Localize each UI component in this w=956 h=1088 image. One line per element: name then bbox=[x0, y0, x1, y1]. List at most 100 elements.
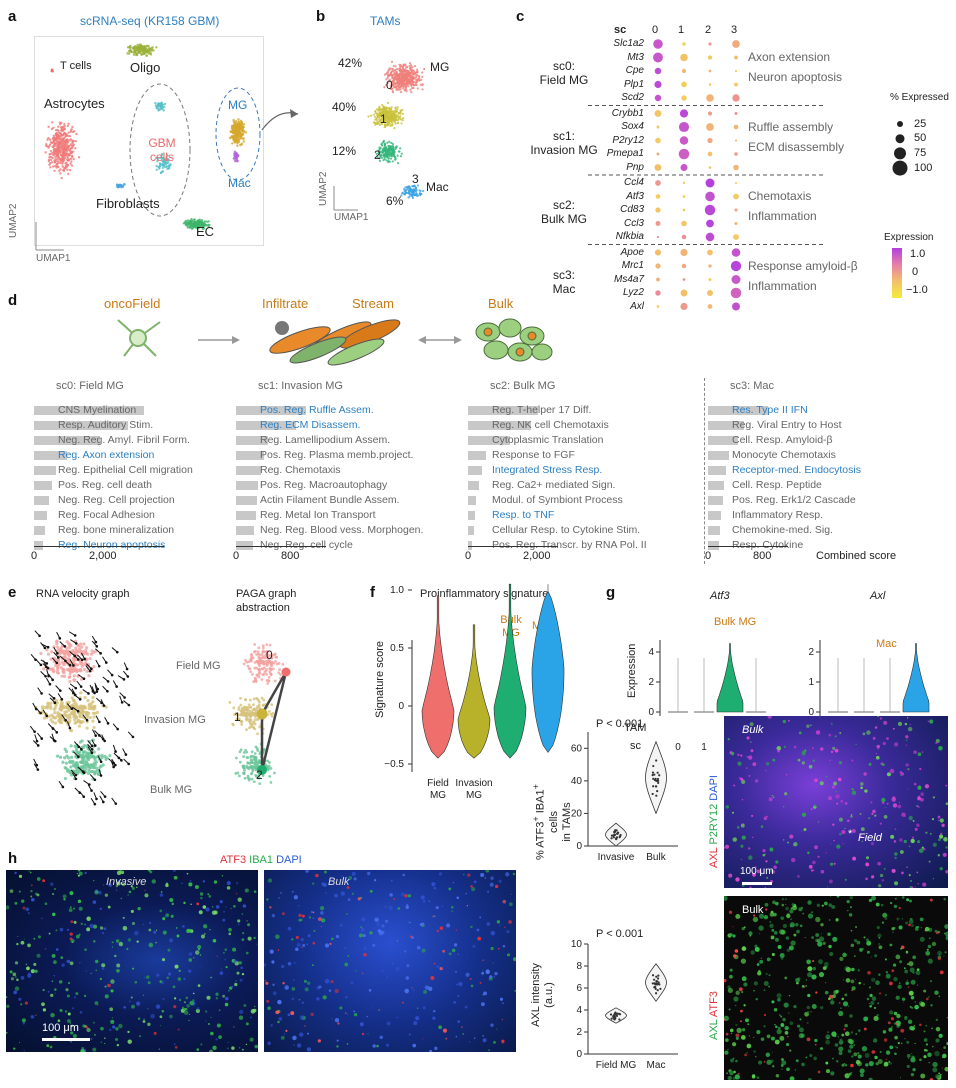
dot bbox=[705, 178, 715, 188]
dot bbox=[653, 39, 663, 49]
dot bbox=[654, 94, 662, 102]
dot bbox=[708, 277, 712, 282]
label-gbm: GBM cells bbox=[148, 136, 176, 164]
dot bbox=[654, 67, 662, 75]
dot bbox=[731, 248, 741, 257]
scale-bar-3 bbox=[742, 882, 772, 885]
panel-b-mac: Mac bbox=[426, 180, 449, 194]
go-term: Resp. to TNF bbox=[492, 509, 555, 521]
paga-node-2: 2 bbox=[256, 768, 263, 782]
dot bbox=[681, 95, 687, 101]
dot bbox=[654, 80, 662, 89]
micrograph-bulk-label: Bulk bbox=[328, 876, 350, 888]
go-bar bbox=[468, 541, 473, 550]
color-legend-bar bbox=[892, 248, 902, 298]
micrograph-axl-atf3: Bulk bbox=[724, 896, 948, 1080]
go-bar bbox=[708, 511, 722, 520]
go-title-2: sc2: Bulk MG bbox=[490, 380, 556, 392]
dot bbox=[708, 69, 712, 73]
go-bar bbox=[708, 481, 725, 490]
svg-text:0: 0 bbox=[576, 1049, 582, 1060]
dot bbox=[680, 248, 688, 257]
panel-a-umap bbox=[35, 43, 299, 251]
dot bbox=[734, 69, 738, 73]
go-term: Reg. Lamellipodium Assem. bbox=[260, 434, 391, 446]
go-bar bbox=[34, 526, 45, 535]
gene-axl: Axl bbox=[630, 300, 644, 312]
dotplot-header-sc: sc bbox=[614, 24, 627, 36]
go-term: Neg. Reg. Cell projection bbox=[58, 494, 175, 506]
go-bar bbox=[708, 526, 720, 535]
micro3-star: * bbox=[848, 828, 853, 840]
panel-b-umap bbox=[333, 60, 426, 211]
go-bar bbox=[236, 466, 261, 475]
dot bbox=[654, 164, 662, 171]
go-tick: 0 bbox=[31, 550, 38, 562]
dotplot-col-0: 0 bbox=[652, 24, 659, 36]
dot bbox=[704, 204, 716, 216]
go-axis-title: Combined score bbox=[816, 550, 897, 562]
dot bbox=[734, 152, 738, 156]
color-legend-min: −1.0 bbox=[906, 284, 928, 296]
svg-text:10: 10 bbox=[571, 939, 583, 950]
size-legend-25: 25 bbox=[914, 118, 927, 130]
panel-a-axis-x: UMAP1 bbox=[36, 253, 71, 264]
dot bbox=[705, 232, 715, 242]
gene-sox4: Sox4 bbox=[621, 121, 644, 132]
cluster-name-1: sc1: Invasion MG bbox=[530, 128, 598, 157]
micrograph-axl-p2ry12: Bulk Field * 100 μm bbox=[724, 716, 948, 888]
h-title: ATF3 IBA1 DAPI bbox=[220, 854, 302, 866]
panel-label-e: e bbox=[8, 584, 17, 601]
go-term: Chemokine-med. Sig. bbox=[732, 524, 833, 536]
panel-label-g: g bbox=[606, 584, 616, 601]
violin-g-gene-right: Axl bbox=[870, 590, 886, 602]
label-tcells: T cells bbox=[60, 60, 92, 72]
label-fibroblasts: Fibroblasts bbox=[96, 196, 160, 211]
gene-slc1a2: Slc1a2 bbox=[613, 38, 644, 49]
go-bar bbox=[34, 541, 43, 550]
panel-b-axis-x: UMAP1 bbox=[334, 212, 369, 223]
go-term: Pos. Reg. Plasma memb.project. bbox=[260, 449, 414, 461]
panel-a-frame bbox=[34, 36, 264, 246]
violin-g-tam: TAM bbox=[624, 722, 647, 734]
micrograph-invasive: Invasive 100 μm bbox=[6, 870, 258, 1052]
go-bar bbox=[34, 421, 128, 430]
go-divider bbox=[704, 378, 705, 564]
dot bbox=[682, 181, 686, 185]
stage-infiltrate: Infiltrate bbox=[262, 296, 309, 311]
gene-ms4a7: Ms4a7 bbox=[613, 273, 644, 285]
svg-text:60: 60 bbox=[571, 743, 583, 754]
svg-text:6: 6 bbox=[576, 983, 582, 994]
go-term: Resp. Auditory Stim. bbox=[58, 419, 154, 431]
go-bar bbox=[34, 451, 67, 460]
go-term: Cell. Resp. Amyloid-β bbox=[732, 434, 833, 446]
go-term: Cellular Resp. to Cytokine Stim. bbox=[492, 524, 641, 536]
scale-bar-1 bbox=[42, 1038, 90, 1041]
h-plot2-p: P < 0.001 bbox=[596, 928, 644, 940]
panel-b-c0: 0 bbox=[386, 78, 393, 92]
scale-label-3: 100 μm bbox=[740, 866, 774, 877]
go-term: Reg. Neuron apoptosis bbox=[58, 539, 166, 551]
go-bar bbox=[468, 511, 475, 520]
dot bbox=[732, 40, 740, 48]
label-mac: Mac bbox=[228, 176, 251, 190]
stage-bulk: Bulk bbox=[488, 296, 514, 311]
go-term: Actin Filament Bundle Assem. bbox=[260, 494, 400, 506]
go-axis-line bbox=[236, 546, 326, 547]
dotplot-term: Inflammation bbox=[748, 209, 817, 223]
gene-scd2: Scd2 bbox=[621, 92, 644, 103]
gene-pmepa1: Pmepa1 bbox=[606, 148, 644, 159]
go-bar bbox=[468, 481, 479, 490]
micro4-bulk-label: Bulk bbox=[742, 904, 764, 916]
velocity-title: RNA velocity graph bbox=[36, 588, 130, 600]
scale-label-1: 100 μm bbox=[42, 1022, 79, 1034]
paga-node-1: 1 bbox=[234, 710, 241, 724]
go-bar bbox=[468, 496, 477, 505]
dot bbox=[678, 148, 690, 160]
dot bbox=[734, 139, 738, 142]
go-bar bbox=[708, 466, 726, 475]
dot bbox=[730, 260, 742, 272]
violin-g-sc-left: sc bbox=[630, 740, 641, 752]
